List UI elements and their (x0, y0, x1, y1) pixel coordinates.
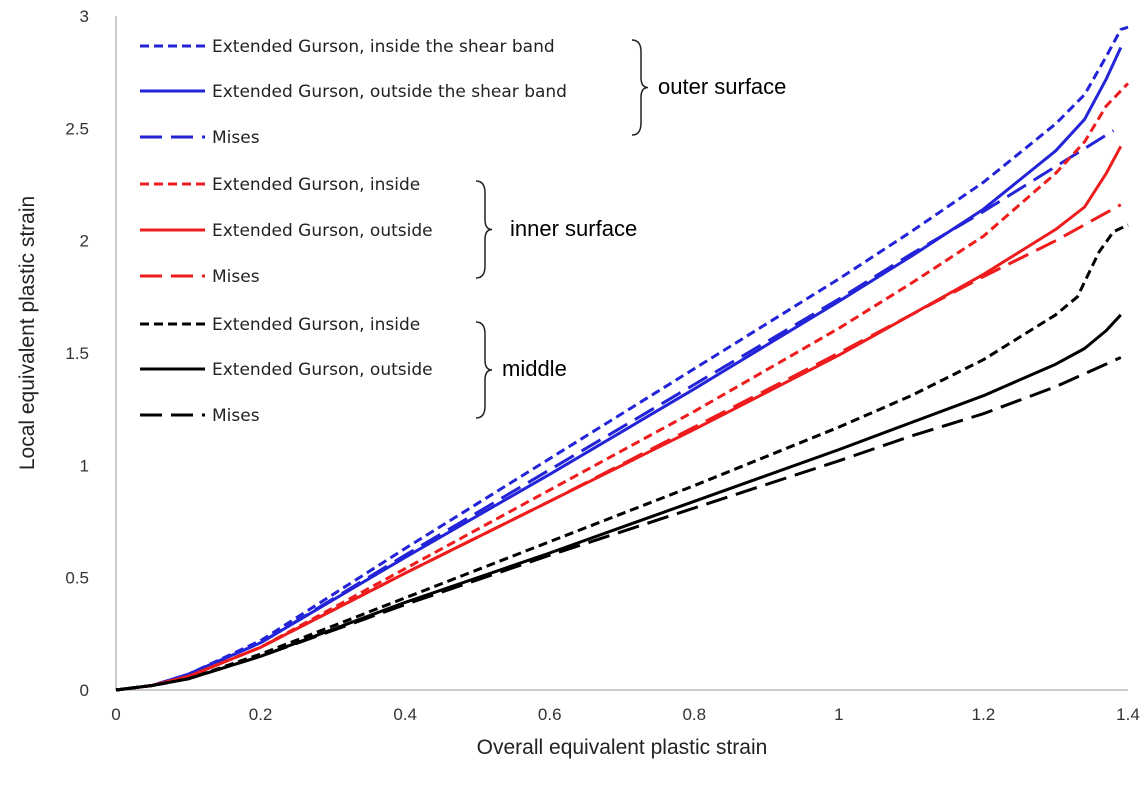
series-line (115, 46, 1123, 692)
y-tick-label: 2 (80, 232, 89, 251)
series-line (115, 313, 1122, 692)
legend-label: Extended Gurson, outside (212, 221, 433, 241)
series-lines (115, 25, 1130, 692)
legend-group-brace (631, 39, 649, 136)
series-line (115, 25, 1129, 692)
series-line (115, 223, 1129, 692)
y-tick-label: 3 (80, 7, 89, 26)
legend: Extended Gurson, inside the shear band Ex… (140, 37, 786, 426)
series-line (115, 356, 1122, 692)
legend-group-label: outer surface (658, 74, 786, 99)
legend-label: Extended Gurson, inside (212, 175, 420, 195)
x-tick-label: 1.4 (1116, 705, 1140, 724)
legend-group-label: middle (502, 356, 567, 381)
y-tick-label: 2.5 (65, 119, 89, 138)
x-tick-label: 0.4 (393, 705, 417, 724)
series-line (115, 203, 1122, 692)
x-tick-label: 0.2 (249, 705, 273, 724)
legend-label: Mises (212, 128, 260, 148)
y-tick-label: 1.5 (65, 344, 89, 363)
legend-group-brace (475, 321, 493, 419)
plot-area: 0 0.2 0.4 0.6 0.8 1 1.2 1.4 0 0.5 1 1.5 2 2.5 3 (65, 7, 1139, 724)
x-tick-label: 0 (111, 705, 120, 724)
legend-label: Extended Gurson, inside (212, 315, 420, 335)
series-line (115, 145, 1123, 692)
y-tick-label: 0.5 (65, 569, 89, 588)
legend-label: Extended Gurson, outside (212, 360, 433, 380)
legend-group-brace (475, 180, 493, 279)
y-tick-label: 1 (80, 456, 89, 475)
y-tick-label: 0 (80, 681, 89, 700)
x-axis-ticks: 0 0.2 0.4 0.6 0.8 1 1.2 1.4 (111, 705, 1140, 724)
x-tick-label: 1 (834, 705, 843, 724)
x-tick-label: 0.6 (538, 705, 562, 724)
series-line (115, 129, 1115, 692)
legend-group-label: inner surface (510, 216, 637, 241)
y-axis-ticks: 0 0.5 1 1.5 2 2.5 3 (65, 7, 89, 700)
legend-label: Extended Gurson, inside the shear band (212, 37, 555, 57)
x-axis-title: Overall equivalent plastic strain (477, 736, 768, 759)
legend-label: Mises (212, 267, 260, 287)
legend-label: Extended Gurson, outside the shear band (212, 82, 567, 102)
x-tick-label: 0.8 (682, 705, 706, 724)
x-tick-label: 1.2 (972, 705, 996, 724)
y-axis-title: Local equivalent plastic strain (16, 196, 39, 470)
legend-label: Mises (212, 406, 260, 426)
